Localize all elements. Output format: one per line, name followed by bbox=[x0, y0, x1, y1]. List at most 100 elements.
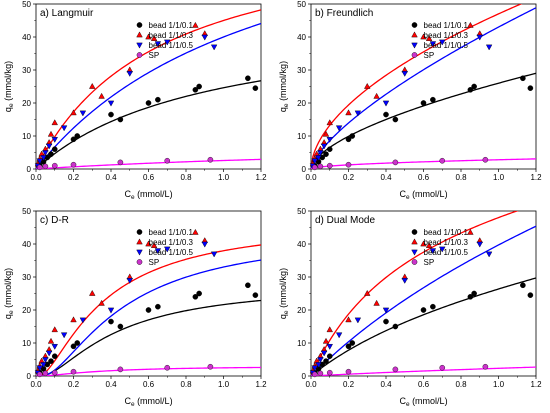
data-point bbox=[335, 125, 343, 132]
x-tick-label: 0.6 bbox=[143, 173, 155, 182]
data-point bbox=[51, 137, 58, 143]
y-tick-label: 10 bbox=[297, 339, 306, 348]
x-tick-label: 0.4 bbox=[105, 380, 117, 389]
data-point bbox=[482, 156, 489, 163]
x-tick-label: 0.2 bbox=[343, 380, 355, 389]
data-point bbox=[196, 83, 202, 90]
series-points bbox=[311, 282, 534, 376]
fit-curve bbox=[36, 158, 261, 169]
data-point bbox=[51, 146, 58, 152]
legend-marker bbox=[411, 259, 418, 265]
x-tick-label: 0.2 bbox=[343, 173, 355, 182]
y-tick-label: 30 bbox=[22, 66, 31, 75]
y-tick-label: 0 bbox=[27, 372, 32, 381]
y-tick-label: 30 bbox=[297, 273, 306, 282]
data-point bbox=[45, 350, 53, 357]
data-point bbox=[150, 35, 158, 41]
fit-curve bbox=[36, 244, 261, 376]
data-point bbox=[315, 155, 322, 161]
legend-label: bead 1/1/0.1 bbox=[424, 21, 469, 30]
data-point bbox=[320, 350, 328, 357]
data-point bbox=[420, 240, 427, 247]
data-point bbox=[245, 282, 251, 289]
data-point bbox=[425, 35, 433, 41]
data-point bbox=[79, 317, 87, 324]
data-point bbox=[117, 323, 124, 330]
data-point bbox=[420, 33, 427, 40]
data-point bbox=[210, 44, 218, 51]
data-point bbox=[145, 33, 152, 40]
data-point bbox=[471, 83, 477, 90]
data-point bbox=[70, 109, 77, 116]
x-tick-label: 0.4 bbox=[380, 173, 392, 182]
legend-marker bbox=[136, 52, 143, 58]
fit-curve bbox=[36, 80, 261, 169]
legend-label: bead 1/1/0.1 bbox=[149, 228, 194, 237]
data-point bbox=[42, 150, 49, 157]
legend-label: bead 1/1/0.3 bbox=[149, 31, 194, 40]
legend-marker bbox=[136, 42, 143, 49]
data-point bbox=[482, 363, 489, 370]
x-tick-label: 1.0 bbox=[218, 173, 230, 182]
legend-marker bbox=[136, 238, 143, 245]
data-point bbox=[60, 125, 68, 132]
series-points bbox=[309, 241, 493, 377]
data-point bbox=[98, 299, 105, 306]
data-point bbox=[430, 96, 436, 103]
data-point bbox=[382, 307, 390, 314]
data-point bbox=[326, 353, 333, 360]
fit-curves bbox=[311, 211, 536, 376]
legend-label: bead 1/1/0.1 bbox=[149, 21, 194, 30]
data-point bbox=[107, 307, 115, 314]
legend-label: bead 1/1/0.5 bbox=[424, 41, 469, 50]
data-point bbox=[108, 318, 114, 325]
y-tick-label: 40 bbox=[22, 240, 31, 249]
x-tick-label: 1.0 bbox=[218, 380, 230, 389]
data-point bbox=[335, 332, 343, 339]
data-point bbox=[245, 75, 251, 82]
series-points bbox=[36, 282, 259, 376]
data-point bbox=[326, 344, 333, 350]
data-point bbox=[364, 82, 371, 89]
legend-marker bbox=[136, 259, 143, 265]
data-point bbox=[207, 156, 214, 163]
data-point bbox=[392, 366, 399, 373]
data-point bbox=[201, 241, 208, 248]
data-point bbox=[392, 159, 399, 166]
legend-marker bbox=[411, 22, 418, 28]
data-point bbox=[252, 85, 259, 91]
legend-label: bead 1/1/0.3 bbox=[424, 31, 469, 40]
legend-label: SP bbox=[149, 258, 160, 267]
data-point bbox=[51, 326, 58, 333]
data-point bbox=[74, 340, 81, 346]
data-point bbox=[349, 133, 356, 139]
data-point bbox=[164, 39, 171, 46]
x-tick-label: 0.4 bbox=[105, 173, 117, 182]
data-point bbox=[311, 371, 318, 378]
y-tick-label: 30 bbox=[22, 273, 31, 282]
data-point bbox=[107, 100, 115, 107]
legend-label: bead 1/1/0.5 bbox=[424, 248, 469, 257]
legend-marker bbox=[411, 249, 418, 256]
data-point bbox=[164, 157, 171, 164]
legend-label: bead 1/1/0.1 bbox=[424, 228, 469, 237]
data-point bbox=[164, 364, 171, 371]
data-point bbox=[154, 41, 162, 48]
data-point bbox=[42, 163, 49, 170]
data-point bbox=[349, 340, 356, 346]
fit-curve bbox=[311, 7, 536, 169]
x-tick-label: 0.6 bbox=[418, 173, 430, 182]
fit-curve bbox=[311, 366, 536, 376]
data-point bbox=[439, 157, 446, 164]
data-point bbox=[145, 307, 152, 313]
series-points bbox=[34, 241, 218, 377]
legend-marker bbox=[136, 229, 143, 235]
data-point bbox=[36, 158, 43, 165]
data-point bbox=[430, 303, 436, 310]
x-tick-label: 0.0 bbox=[30, 380, 42, 389]
x-tick-label: 0.2 bbox=[68, 173, 80, 182]
y-tick-label: 50 bbox=[297, 0, 306, 9]
data-point bbox=[476, 241, 483, 248]
y-tick-label: 10 bbox=[22, 132, 31, 141]
